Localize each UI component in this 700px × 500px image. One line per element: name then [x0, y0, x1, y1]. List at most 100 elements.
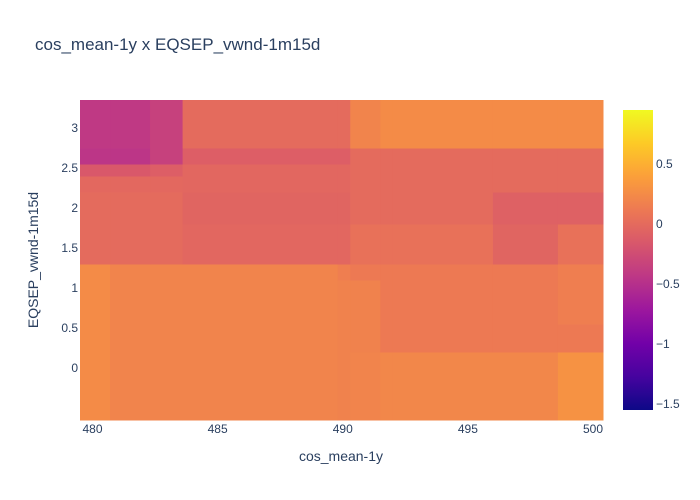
heatmap-cell [557, 148, 604, 165]
heatmap-cell [110, 352, 151, 421]
heatmap-cell [150, 352, 184, 421]
heatmap-cell [392, 176, 494, 193]
heatmap-cell [150, 224, 184, 265]
heatmap-cell [150, 100, 184, 149]
colorbar-tick-label: 0 [656, 217, 663, 231]
heatmap-cell [380, 176, 394, 193]
heatmap-cell [350, 324, 381, 353]
heatmap-cell [110, 324, 151, 353]
heatmap-cell [80, 192, 111, 225]
heatmap-cell [337, 100, 351, 149]
heatmap-cell [80, 100, 111, 149]
heatmap-cell [182, 324, 339, 353]
heatmap-cell [392, 280, 494, 325]
heatmap-cell [80, 280, 111, 325]
heatmap-cell [557, 280, 604, 325]
heatmap-cell [337, 280, 351, 325]
heatmap-cell [80, 176, 111, 193]
y-tick-label: 0.5 [61, 321, 78, 335]
heatmap-cell [182, 176, 339, 193]
heatmap-cell [380, 164, 394, 177]
colorbar-tick-label: 0.5 [656, 157, 673, 171]
heatmap-cell [392, 192, 494, 225]
heatmap-cell [182, 192, 339, 225]
x-tick-label: 495 [458, 422, 478, 436]
heatmap-cell [492, 224, 559, 265]
heatmap-cell [110, 164, 151, 177]
heatmap-cell [492, 280, 559, 325]
heatmap-cell [557, 164, 604, 177]
heatmap-cell [557, 324, 604, 353]
heatmap-cell [80, 352, 111, 421]
heatmap-cell [80, 224, 111, 265]
heatmap-cell [492, 264, 559, 281]
colorbar-tick-label: −1 [656, 337, 670, 351]
heatmap-cell [350, 164, 381, 177]
heatmap-cell [150, 148, 184, 165]
heatmap-cell [182, 264, 339, 281]
chart-title: cos_mean-1y x EQSEP_vwnd-1m15d [35, 35, 320, 54]
colorbar [623, 110, 653, 410]
heatmap-cell [337, 148, 351, 165]
heatmap-cell [350, 264, 381, 281]
heatmap-cell [380, 352, 394, 421]
heatmap-cell [392, 264, 494, 281]
heatmap-cell [110, 176, 151, 193]
heatmap-cell [110, 264, 151, 281]
heatmap-cell [80, 324, 111, 353]
heatmap-cell [110, 148, 151, 165]
colorbar-tick-label: −1.5 [656, 397, 680, 411]
heatmap-cell [110, 192, 151, 225]
y-tick-label: 2 [71, 201, 78, 215]
x-axis-title: cos_mean-1y [299, 448, 383, 464]
heatmap-cell [150, 324, 184, 353]
heatmap-cell [182, 280, 339, 325]
heatmap-cell [150, 176, 184, 193]
heatmap-cell [182, 224, 339, 265]
heatmap-cell [380, 280, 394, 325]
heatmap-cell [182, 148, 339, 165]
heatmap-cell [557, 192, 604, 225]
heatmap-cell [380, 148, 394, 165]
x-tick-label: 485 [208, 422, 228, 436]
heatmap-cell [557, 264, 604, 281]
heatmap-cell [337, 324, 351, 353]
heatmap-cell [350, 100, 381, 149]
heatmap-cell [150, 192, 184, 225]
colorbar-ticks: 0.5 0 −0.5 −1 −1.5 [656, 157, 680, 411]
heatmap-cell [337, 352, 351, 421]
heatmap-cell [150, 164, 184, 177]
heatmap-cell [557, 176, 604, 193]
y-tick-label: 1.5 [61, 241, 78, 255]
y-tick-label: 0 [71, 361, 78, 375]
heatmap-cell [150, 264, 184, 281]
heatmap-cell [557, 100, 604, 149]
heatmap-cell [557, 224, 604, 265]
x-tick-label: 500 [583, 422, 603, 436]
heatmap-cell [392, 224, 494, 265]
heatmap-cell [380, 324, 394, 353]
heatmap-cell [110, 100, 151, 149]
heatmap-cell [492, 324, 559, 353]
heatmap-cell [392, 352, 494, 421]
heatmap-cell [350, 176, 381, 193]
heatmap-cell [492, 176, 559, 193]
heatmap-cell [392, 148, 494, 165]
heatmap-cell [350, 192, 381, 225]
heatmap-cell [350, 352, 381, 421]
heatmap-cell [492, 148, 559, 165]
heatmap-cell [182, 352, 339, 421]
heatmap-cell [492, 192, 559, 225]
x-tick-label: 480 [82, 422, 102, 436]
heatmap-cell [380, 264, 394, 281]
heatmap-cell [337, 164, 351, 177]
heatmap-cell [337, 192, 351, 225]
y-axis-ticks: 0 0.5 1 1.5 2 2.5 3 [61, 121, 78, 375]
heatmap-cell [392, 100, 494, 149]
x-axis-ticks: 480 485 490 495 500 [82, 422, 603, 436]
heatmap-cell [380, 192, 394, 225]
heatmap-cell [337, 224, 351, 265]
heatmap-cell [150, 280, 184, 325]
heatmap-cell [110, 224, 151, 265]
